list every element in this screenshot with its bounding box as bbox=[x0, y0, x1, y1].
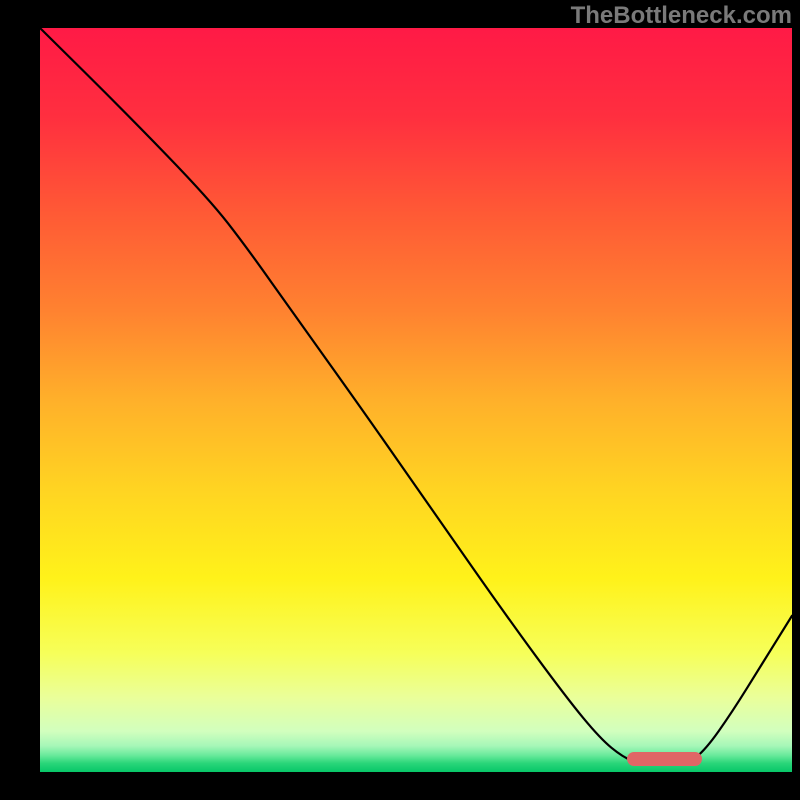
bottleneck-chart bbox=[0, 0, 800, 800]
chart-container: TheBottleneck.com bbox=[0, 0, 800, 800]
optimal-range-marker bbox=[627, 752, 702, 766]
watermark-label: TheBottleneck.com bbox=[571, 2, 792, 30]
